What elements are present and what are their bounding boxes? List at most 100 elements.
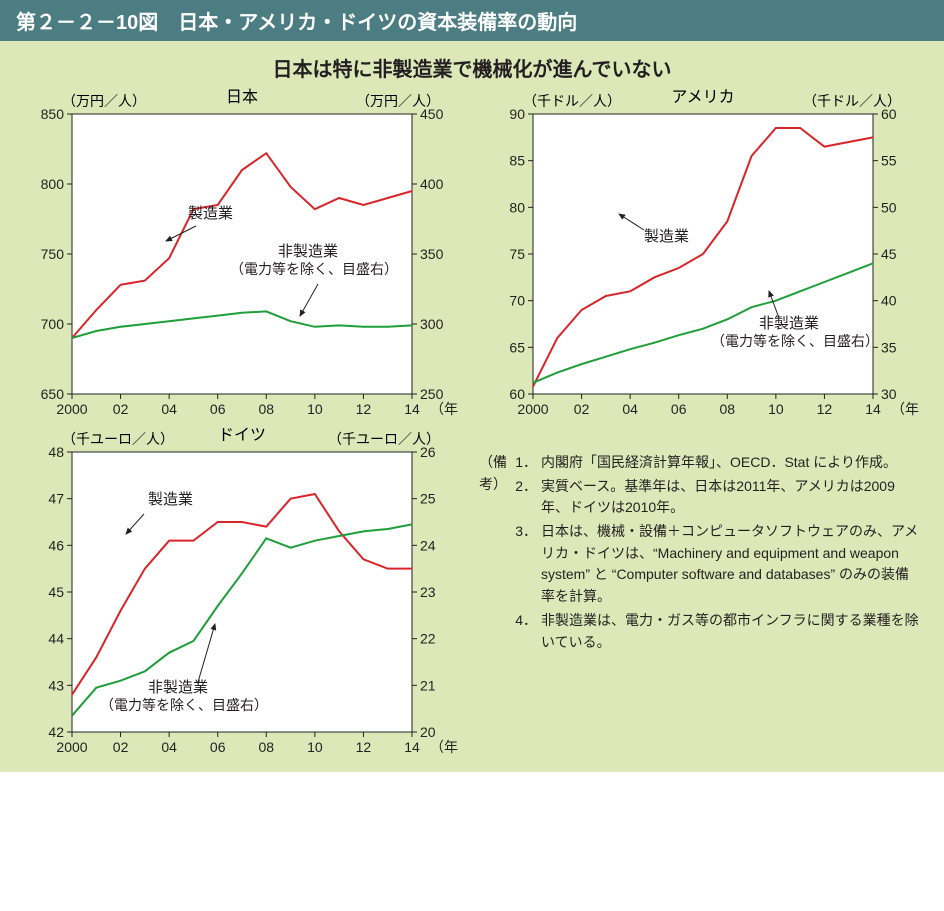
- ytick-right: 400: [420, 176, 444, 192]
- series-label: 非製造業: [759, 315, 819, 332]
- chart-svg: 6065707580859030354045505560200002040608…: [479, 86, 919, 416]
- ytick-right: 30: [881, 386, 897, 402]
- xtick: 2000: [56, 401, 87, 416]
- xtick: 12: [356, 739, 372, 754]
- ytick-right: 23: [420, 584, 436, 600]
- ytick-right: 35: [881, 339, 897, 355]
- xtick: 06: [210, 739, 226, 754]
- notes-item: 4．非製造業は、電力・ガス等の都市インフラに関する業種を除いている。: [511, 610, 920, 653]
- ytick-left: 800: [41, 176, 65, 192]
- series-sublabel: （電力等を除く、目盛右）: [711, 333, 879, 349]
- ytick-right: 22: [420, 631, 436, 647]
- notes-item-text: 非製造業は、電力・ガス等の都市インフラに関する業種を除いている。: [541, 610, 920, 653]
- ytick-left: 70: [509, 293, 525, 309]
- series-sublabel: （電力等を除く、目盛右）: [100, 697, 268, 713]
- xtick: 02: [113, 739, 129, 754]
- ytick-left: 85: [509, 153, 525, 169]
- chart-germany: 4243444546474820212223242526200002040608…: [18, 424, 465, 754]
- xtick: 04: [161, 401, 177, 416]
- xtick: 10: [768, 401, 784, 416]
- ytick-right: 250: [420, 386, 444, 402]
- x-suffix: （年）: [891, 401, 919, 416]
- notes-item-num: 3．: [511, 521, 541, 608]
- ytick-left: 42: [48, 724, 64, 740]
- ytick-left: 47: [48, 491, 64, 507]
- ytick-right: 50: [881, 199, 897, 215]
- notes-label: （備考）: [479, 452, 511, 655]
- xtick: 08: [258, 739, 274, 754]
- notes-item-text: 内閣府「国民経済計算年報」、OECD．Stat により作成。: [541, 452, 920, 474]
- ytick-left: 60: [509, 386, 525, 402]
- notes-item-num: 1．: [511, 452, 541, 474]
- unit-right: （万円／人）: [356, 93, 440, 109]
- xtick: 06: [210, 401, 226, 416]
- notes-list: 1．内閣府「国民経済計算年報」、OECD．Stat により作成。2．実質ベース。…: [511, 452, 920, 655]
- notes-item-text: 日本は、機械・設備＋コンピュータソフトウェアのみ、アメリカ・ドイツは、“Mach…: [541, 521, 920, 608]
- ytick-right: 350: [420, 246, 444, 262]
- ytick-right: 25: [420, 491, 436, 507]
- ytick-right: 45: [881, 246, 897, 262]
- ytick-right: 24: [420, 537, 436, 553]
- xtick: 12: [817, 401, 833, 416]
- chart-title: ドイツ: [218, 427, 266, 444]
- xtick: 08: [258, 401, 274, 416]
- ytick-left: 650: [41, 386, 65, 402]
- notes-item-text: 実質ベース。基準年は、日本は2011年、アメリカは2009年、ドイツは2010年…: [541, 476, 920, 519]
- chart-usa: 6065707580859030354045505560200002040608…: [479, 86, 926, 416]
- ytick-left: 850: [41, 106, 65, 122]
- xtick: 08: [719, 401, 735, 416]
- ytick-right: 21: [420, 677, 436, 693]
- notes-item: 3．日本は、機械・設備＋コンピュータソフトウェアのみ、アメリカ・ドイツは、“Ma…: [511, 521, 920, 608]
- xtick: 04: [161, 739, 177, 754]
- ytick-left: 65: [509, 339, 525, 355]
- xtick: 06: [671, 401, 687, 416]
- notes-panel: （備考） 1．内閣府「国民経済計算年報」、OECD．Stat により作成。2．実…: [479, 424, 926, 754]
- xtick: 10: [307, 401, 323, 416]
- xtick: 12: [356, 401, 372, 416]
- series-label: 製造業: [148, 491, 193, 508]
- xtick: 14: [865, 401, 881, 416]
- series-label: 非製造業: [148, 679, 208, 696]
- chart-japan: 6507007508008502503003504004502000020406…: [18, 86, 465, 416]
- unit-right: （千ドル／人）: [803, 93, 901, 109]
- xtick: 04: [622, 401, 638, 416]
- unit-left: （千ドル／人）: [523, 93, 621, 109]
- series-label: 製造業: [644, 228, 689, 245]
- xtick: 02: [113, 401, 129, 416]
- ytick-left: 80: [509, 199, 525, 215]
- ytick-left: 43: [48, 677, 64, 693]
- notes-item-num: 4．: [511, 610, 541, 653]
- ytick-left: 46: [48, 537, 64, 553]
- figure-subtitle: 日本は特に非製造業で機械化が進んでいない: [0, 41, 944, 86]
- x-suffix: （年）: [430, 401, 458, 416]
- chart-grid: 6507007508008502503003504004502000020406…: [0, 86, 944, 754]
- figure-title: 第２－２－10図 日本・アメリカ・ドイツの資本装備率の動向: [0, 0, 944, 41]
- chart-svg: 4243444546474820212223242526200002040608…: [18, 424, 458, 754]
- ytick-right: 20: [420, 724, 436, 740]
- ytick-right: 300: [420, 316, 444, 332]
- xtick: 02: [574, 401, 590, 416]
- unit-right: （千ユーロ／人）: [328, 431, 440, 447]
- plot-area: [72, 452, 412, 732]
- ytick-left: 700: [41, 316, 65, 332]
- xtick: 2000: [517, 401, 548, 416]
- x-suffix: （年）: [430, 739, 458, 754]
- notes: （備考） 1．内閣府「国民経済計算年報」、OECD．Stat により作成。2．実…: [479, 424, 926, 655]
- ytick-left: 45: [48, 584, 64, 600]
- xtick: 10: [307, 739, 323, 754]
- notes-item: 2．実質ベース。基準年は、日本は2011年、アメリカは2009年、ドイツは201…: [511, 476, 920, 519]
- xtick: 14: [404, 739, 420, 754]
- series-sublabel: （電力等を除く、目盛右）: [230, 261, 398, 277]
- ytick-right: 40: [881, 293, 897, 309]
- xtick: 14: [404, 401, 420, 416]
- ytick-left: 44: [48, 631, 64, 647]
- unit-left: （千ユーロ／人）: [62, 431, 174, 447]
- ytick-right: 55: [881, 153, 897, 169]
- series-label: 非製造業: [278, 243, 338, 260]
- plot-area: [72, 114, 412, 394]
- unit-left: （万円／人）: [62, 93, 146, 109]
- chart-title: アメリカ: [671, 89, 734, 106]
- notes-item-num: 2．: [511, 476, 541, 519]
- chart-title: 日本: [226, 88, 258, 106]
- chart-svg: 6507007508008502503003504004502000020406…: [18, 86, 458, 416]
